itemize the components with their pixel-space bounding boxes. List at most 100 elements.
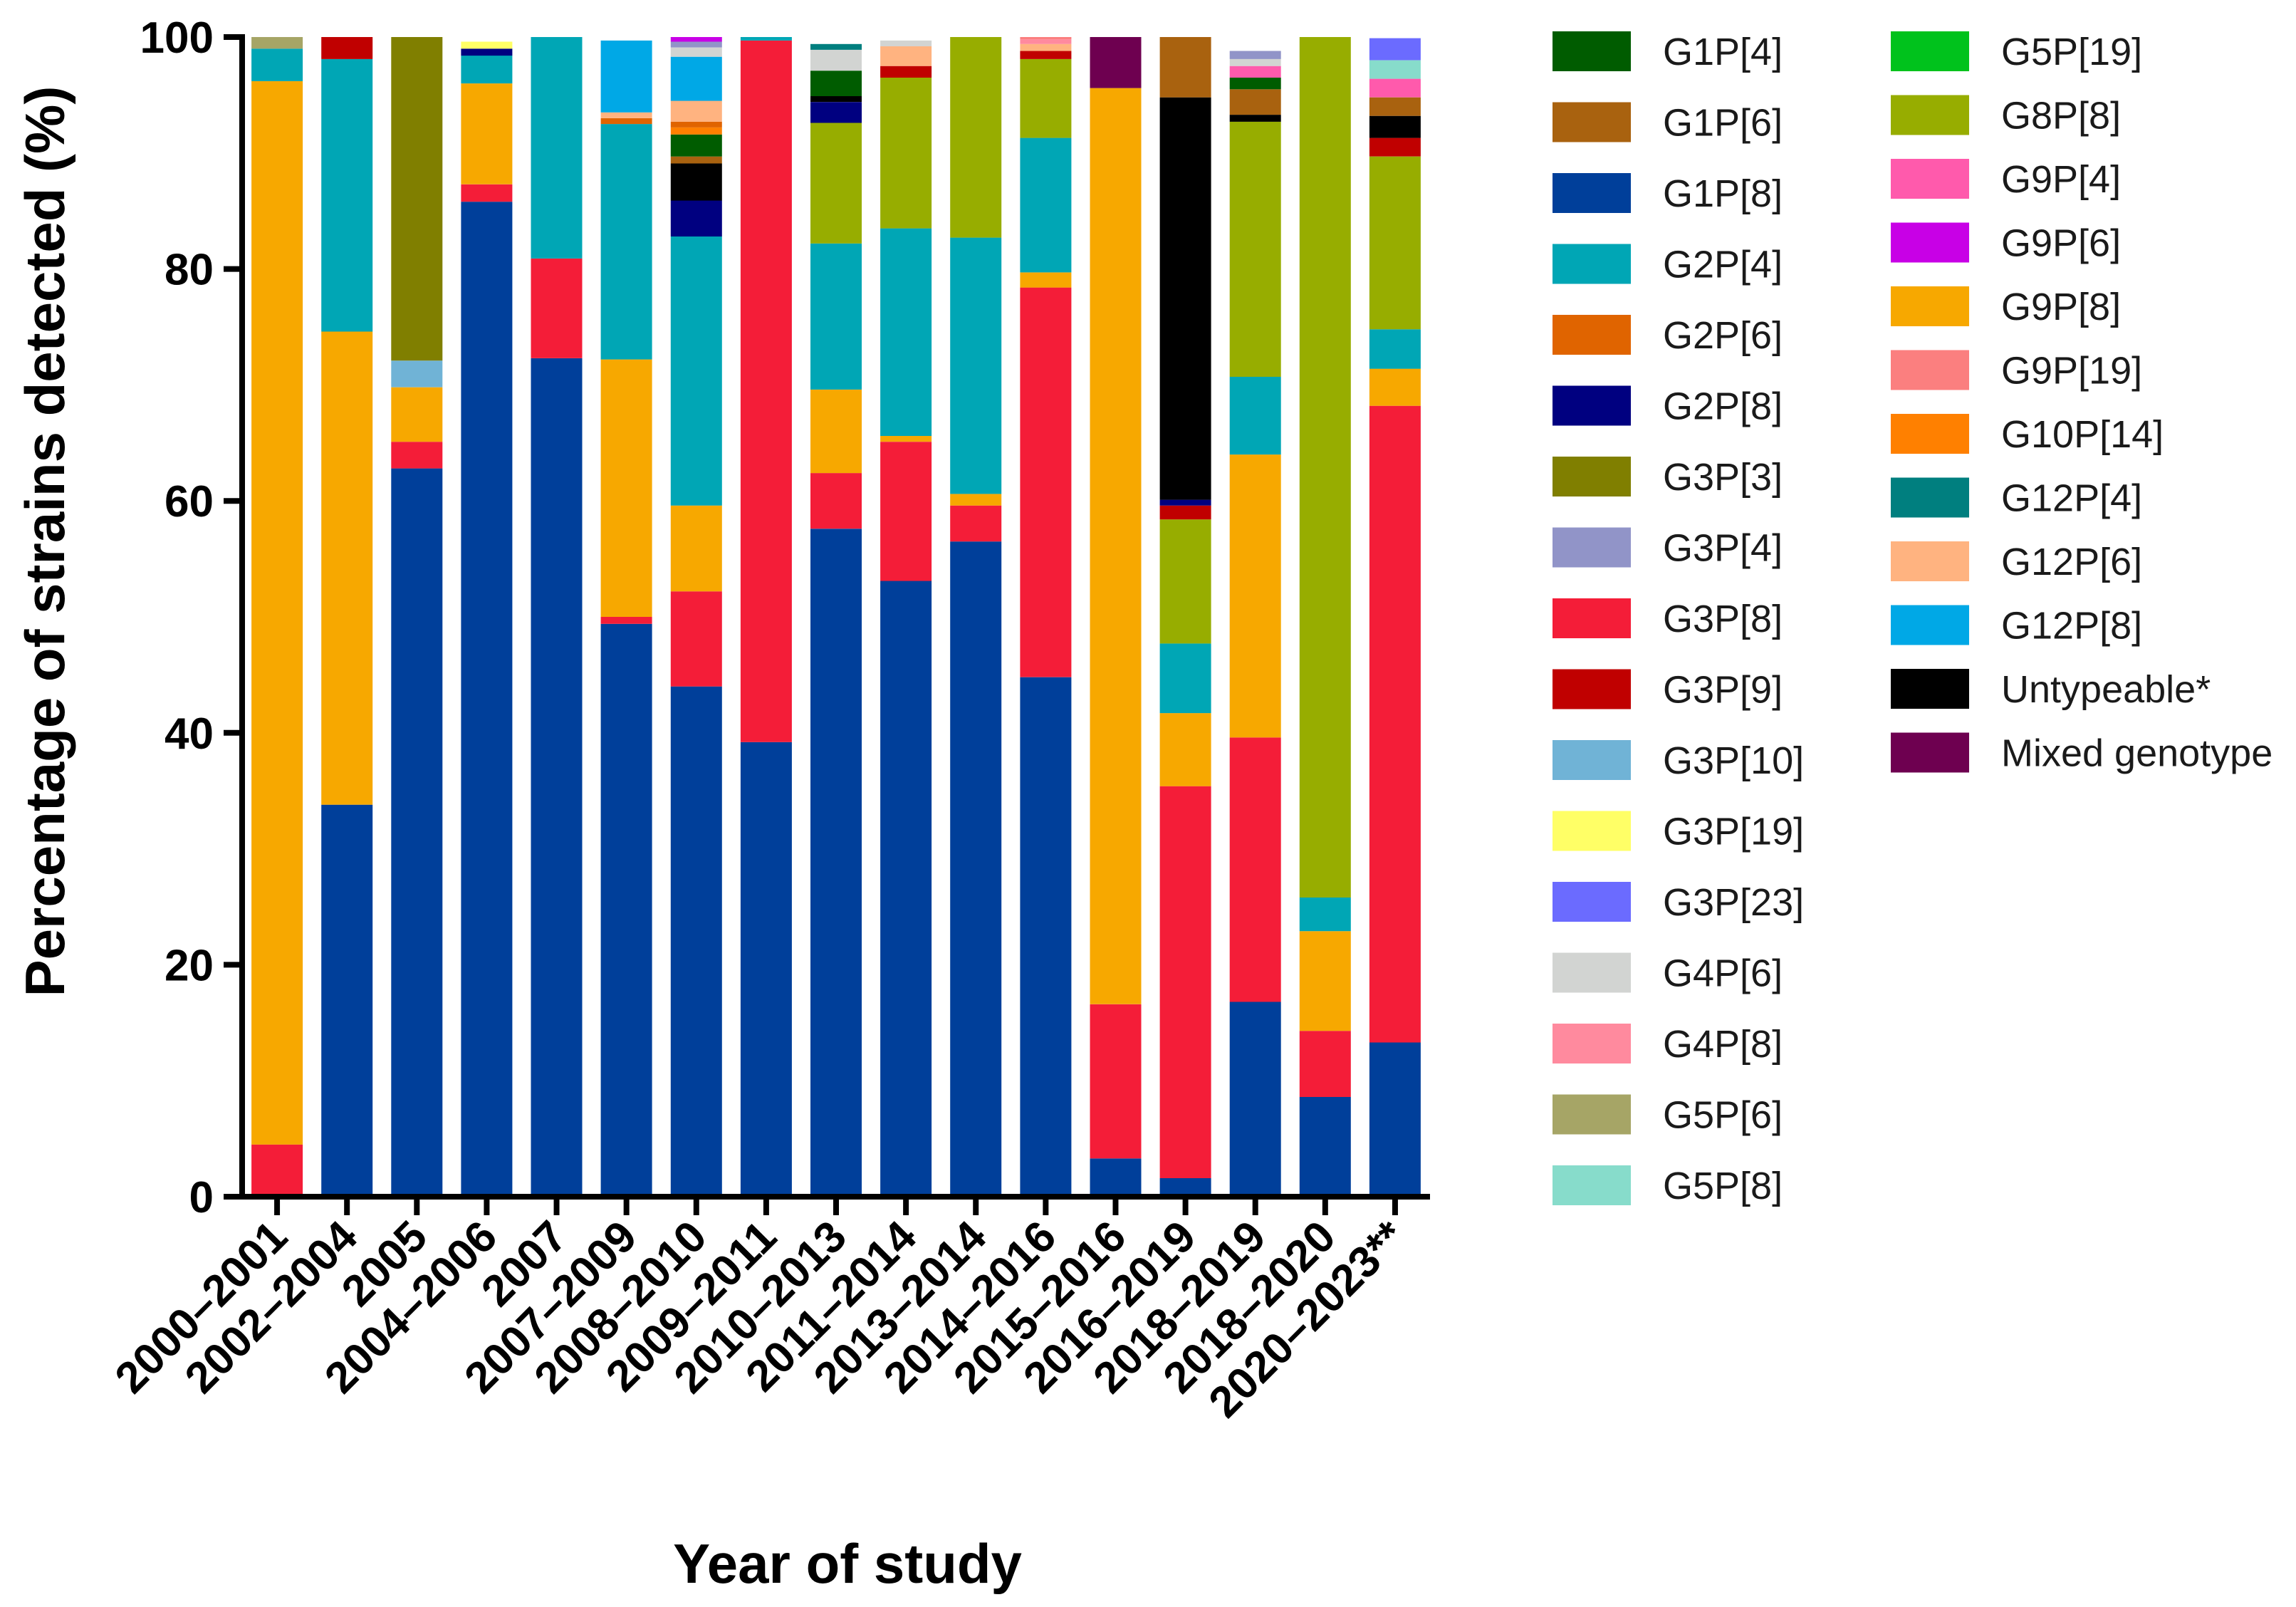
legend-swatch-g5p-19 xyxy=(1891,31,1969,71)
bar-segment-2007-2009-g1p-8 xyxy=(600,623,652,1197)
bar-segment-2014-2016-g1p-8 xyxy=(1020,677,1072,1197)
legend-swatch-g9p-6 xyxy=(1891,222,1969,263)
legend-label-g3p-8: G3P[8] xyxy=(1663,598,1783,640)
bar-segment-2014-2016-g8p-8 xyxy=(1020,58,1072,138)
bar-segment-2020-2023-g3p-8 xyxy=(1369,405,1421,1043)
bar-segment-2004-2006-g2p-8 xyxy=(461,48,513,56)
bar-segment-2004-2006-g3p-8 xyxy=(461,184,513,202)
bar-segment-2018-2019-g2p-4 xyxy=(1229,377,1281,455)
legend-label-g9p-8: G9P[8] xyxy=(2001,286,2121,328)
y-tick-label-100: 100 xyxy=(140,14,214,63)
bar-segment-2014-2016-g12p-6 xyxy=(1020,43,1072,51)
legend-swatch-mixed-genotype xyxy=(1891,732,1969,773)
bar-segment-2007-g2p-4 xyxy=(531,37,583,259)
bar-segment-2020-2023-g1p-8 xyxy=(1369,1042,1421,1197)
bar-segment-2005-g9p-8 xyxy=(391,387,443,442)
legend-swatch-g12p-4 xyxy=(1891,477,1969,518)
bar-segment-2010-2013-g4p-6 xyxy=(810,49,862,71)
bar-segment-2000-2001-g2p-4 xyxy=(251,48,303,81)
legend-label-g2p-6: G2P[6] xyxy=(1663,314,1783,357)
bar-segment-2009-2011-g2p-4 xyxy=(740,37,792,41)
legend-item-g3p-23: G3P[23] xyxy=(1553,881,1804,924)
bar-segment-2008-2010-g1p-4 xyxy=(670,134,722,157)
legend-swatch-g4p-6 xyxy=(1553,952,1631,993)
legend-label-g5p-19: G5P[19] xyxy=(2001,31,2142,73)
bar-stack-2018-2019 xyxy=(1229,51,1281,1197)
legend-swatch-g1p-8 xyxy=(1553,173,1631,213)
bar-segment-2016-2019-g8p-8 xyxy=(1159,519,1211,644)
legend-label-g5p-8: G5P[8] xyxy=(1663,1165,1783,1207)
bar-segment-2010-2013-g12p-4 xyxy=(810,43,862,50)
bar-segment-2008-2010-g3p-8 xyxy=(670,591,722,687)
legend-item-g9p-4: G9P[4] xyxy=(1891,158,2121,201)
legend-swatch-g3p-19 xyxy=(1553,811,1631,851)
bar-stack-2013-2014 xyxy=(950,37,1002,1197)
y-tick-label-60: 60 xyxy=(165,477,214,526)
bar-segment-2007-2009-g2p-4 xyxy=(600,124,652,360)
legend-swatch-g2p-6 xyxy=(1553,315,1631,355)
bar-segment-2004-2006-g2p-4 xyxy=(461,56,513,84)
bar-segment-2020-2023-g1p-6 xyxy=(1369,97,1421,116)
legend-item-g9p-8: G9P[8] xyxy=(1891,286,2121,328)
bar-segment-2016-2019-g2p-4 xyxy=(1159,643,1211,714)
bar-segment-2013-2014-g1p-8 xyxy=(950,541,1002,1197)
bar-segment-2008-2010-g1p-6 xyxy=(670,156,722,164)
legend-item-g3p-19: G3P[19] xyxy=(1553,811,1804,853)
bar-segment-2000-2001-g5p-6 xyxy=(251,37,303,49)
bar-segment-2002-2004-g2p-4 xyxy=(321,58,373,332)
bars-layer xyxy=(251,37,1421,1197)
legend-item-g1p-8: G1P[8] xyxy=(1553,172,1783,215)
bar-segment-2007-2009-g2p-6 xyxy=(600,118,652,125)
bar-segment-2011-2014-g2p-4 xyxy=(880,228,932,436)
bar-segment-2008-2010-g10p-14 xyxy=(670,128,722,135)
bar-segment-2015-2016-g1p-8 xyxy=(1090,1158,1142,1197)
legend-item-g4p-6: G4P[6] xyxy=(1553,952,1783,995)
legend-swatch-g4p-8 xyxy=(1553,1024,1631,1063)
bar-segment-2016-2019-untypeable xyxy=(1159,97,1211,500)
bar-segment-2002-2004-g9p-8 xyxy=(321,331,373,805)
legend-swatch-g12p-8 xyxy=(1891,605,1969,645)
bar-segment-2011-2014-g4p-6 xyxy=(880,40,932,46)
bar-segment-2015-2016-mixed-genotype xyxy=(1090,37,1142,88)
legend-label-g3p-23: G3P[23] xyxy=(1663,881,1804,924)
bar-segment-2007-g1p-8 xyxy=(531,358,583,1197)
bar-segment-2020-2023-g9p-4 xyxy=(1369,78,1421,98)
bar-segment-2005-g3p-8 xyxy=(391,442,443,469)
legend-label-g12p-4: G12P[4] xyxy=(2001,477,2142,520)
bar-segment-2004-2006-g3p-19 xyxy=(461,41,513,49)
legend-item-g5p-8: G5P[8] xyxy=(1553,1165,1783,1207)
bar-segment-2018-2019-untypeable xyxy=(1229,115,1281,122)
bar-segment-2013-2014-g3p-8 xyxy=(950,505,1002,542)
bar-segment-2002-2004-g1p-8 xyxy=(321,804,373,1197)
bar-segment-2018-2020-g8p-8 xyxy=(1299,37,1351,898)
y-tick-label-80: 80 xyxy=(165,246,214,295)
legend-swatch-g3p-23 xyxy=(1553,882,1631,922)
legend-item-g1p-6: G1P[6] xyxy=(1553,102,1783,145)
bar-segment-2010-2013-g9p-8 xyxy=(810,389,862,474)
bar-segment-2010-2013-g1p-4 xyxy=(810,71,862,96)
bar-segment-2010-2013-g2p-4 xyxy=(810,243,862,390)
bar-segment-2018-2019-g1p-6 xyxy=(1229,89,1281,115)
legend-swatch-g12p-6 xyxy=(1891,541,1969,581)
y-tick-label-40: 40 xyxy=(165,709,214,759)
bar-stack-2005 xyxy=(391,37,443,1197)
legend-label-g12p-6: G12P[6] xyxy=(2001,541,2142,583)
bar-segment-2011-2014-g3p-9 xyxy=(880,66,932,78)
bar-stack-2010-2013 xyxy=(810,43,862,1197)
bar-stack-2014-2016 xyxy=(1020,37,1072,1197)
legend-swatch-g9p-4 xyxy=(1891,159,1969,199)
bar-stack-2015-2016 xyxy=(1090,37,1142,1197)
legend-label-g9p-4: G9P[4] xyxy=(2001,158,2121,201)
bar-stack-2020-2023 xyxy=(1369,38,1421,1197)
bar-segment-2018-2019-g9p-4 xyxy=(1229,66,1281,78)
legend-item-g5p-6: G5P[6] xyxy=(1553,1094,1783,1137)
legend-item-g3p-8: G3P[8] xyxy=(1553,598,1783,640)
bar-segment-2014-2016-g2p-4 xyxy=(1020,137,1072,273)
bar-segment-2007-2009-g12p-6 xyxy=(600,112,652,118)
legend-item-g4p-8: G4P[8] xyxy=(1553,1023,1783,1066)
bar-segment-2018-2020-g3p-8 xyxy=(1299,1031,1351,1097)
bar-segment-2008-2010-g2p-8 xyxy=(670,200,722,236)
bar-segment-2008-2010-g9p-8 xyxy=(670,505,722,592)
legend-swatch-g3p-10 xyxy=(1553,740,1631,780)
